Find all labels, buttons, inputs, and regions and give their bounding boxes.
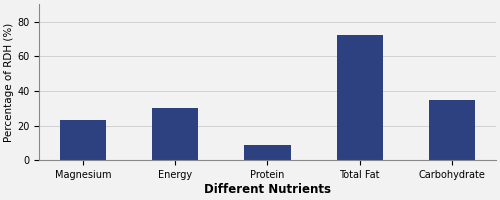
Bar [60,120,106,160]
Y-axis label: Percentage of RDH (%): Percentage of RDH (%) [4,23,14,142]
X-axis label: Different Nutrients: Different Nutrients [204,183,331,196]
Bar [336,35,383,160]
Bar [244,145,290,160]
Bar [152,108,198,160]
Bar [429,100,475,160]
